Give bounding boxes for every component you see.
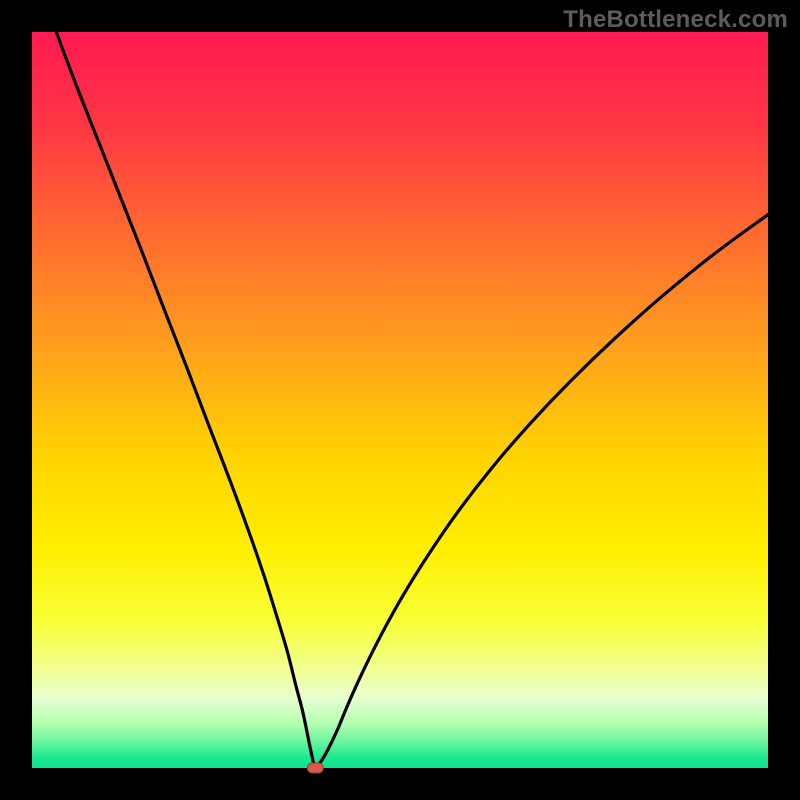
bottleneck-plot: [0, 0, 800, 800]
plot-background: [32, 32, 768, 768]
chart-frame: TheBottleneck.com: [0, 0, 800, 800]
optimal-marker: [307, 763, 323, 773]
